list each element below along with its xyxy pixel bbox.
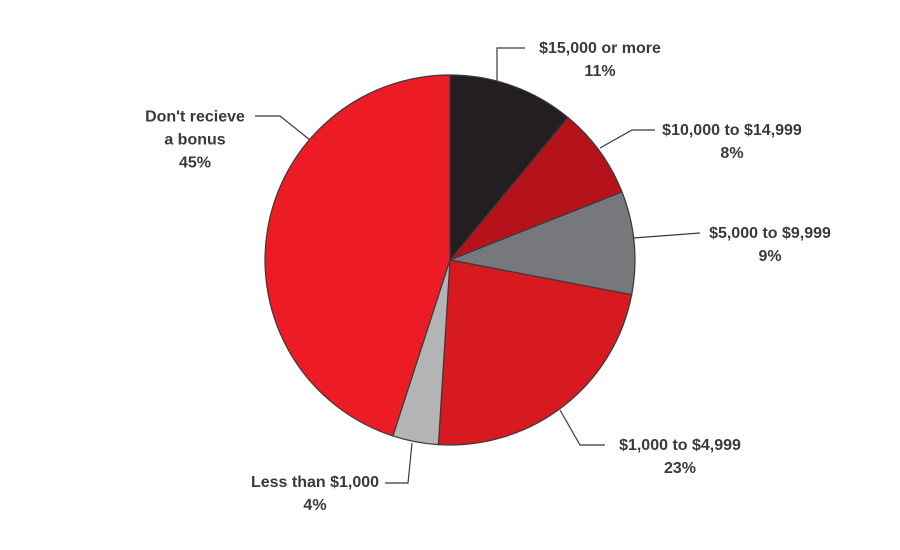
slice-label: Less than $1,000 4% [251, 471, 379, 517]
category-label: Less than $1,000 [250, 474, 380, 491]
slice-label: $5,000 to $9,999 9% [709, 222, 831, 268]
leader-line [385, 442, 413, 484]
leader-line [559, 409, 605, 446]
pie-slice [447, 191, 636, 296]
leader-line [255, 115, 311, 141]
category-label: $1,000 to $4,999 [619, 437, 741, 454]
slice-label: $10,000 to $14,999 8% [662, 119, 802, 165]
leader-line [599, 129, 655, 149]
leader-line [496, 47, 525, 82]
pie-slice [449, 116, 623, 261]
value-label: 4% [303, 497, 327, 514]
pie-slice [449, 74, 569, 262]
value-label: 11% [584, 63, 616, 80]
pie-slice [264, 74, 451, 437]
pie-slice [437, 259, 633, 446]
slice-label: $1,000 to $4,999 23% [619, 434, 741, 480]
value-label: 9% [758, 248, 782, 265]
category-label: $10,000 to $14,999 [662, 122, 802, 139]
leader-line [632, 232, 701, 239]
value-label: 23% [663, 460, 697, 477]
slice-label: Don't recieve a bonus 45% [140, 106, 250, 175]
category-label: $5,000 to $9,999 [709, 225, 831, 242]
value-label: 8% [720, 145, 744, 162]
category-label: $15,000 or more [539, 40, 661, 57]
category-label: Don't recieve a bonus [145, 108, 245, 149]
slice-label: $15,000 or more 11% [539, 37, 661, 83]
value-label: 45% [178, 154, 212, 172]
